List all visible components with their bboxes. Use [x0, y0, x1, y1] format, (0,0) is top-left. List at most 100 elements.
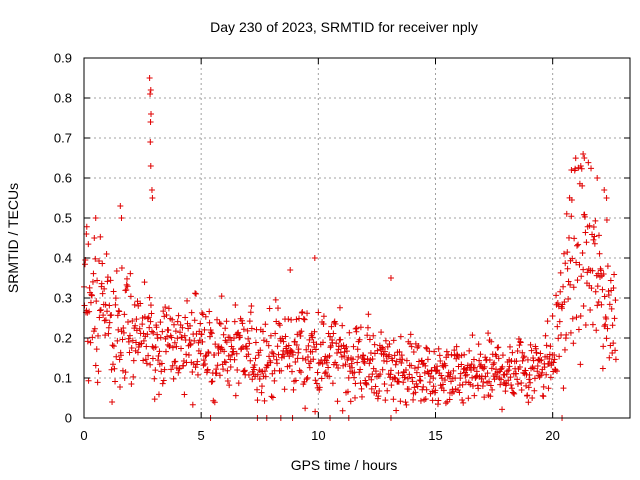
data-point: [392, 375, 399, 382]
data-point: [303, 376, 310, 383]
data-point: [353, 325, 360, 332]
data-point: [208, 330, 215, 337]
data-point: [226, 334, 233, 341]
data-point: [583, 239, 590, 246]
data-point: [101, 285, 108, 292]
data-point: [129, 317, 136, 324]
data-point: [432, 387, 439, 394]
data-point: [413, 369, 420, 376]
data-point: [495, 355, 502, 362]
data-point: [191, 337, 198, 344]
data-point: [327, 333, 334, 340]
data-point: [382, 337, 389, 344]
data-point: [109, 342, 116, 349]
data-point-spike: [118, 215, 125, 221]
data-point: [514, 381, 521, 388]
data-point: [370, 332, 377, 339]
data-point-spike: [148, 111, 155, 117]
data-point: [97, 307, 104, 314]
data-point: [281, 353, 288, 360]
data-point: [468, 361, 475, 368]
data-point: [108, 311, 115, 318]
data-point: [357, 380, 364, 387]
data-point: [151, 396, 158, 403]
data-point: [178, 345, 185, 352]
data-point: [293, 341, 300, 348]
data-point: [306, 336, 313, 343]
data-point: [476, 357, 483, 364]
data-point: [166, 343, 173, 350]
data-point: [176, 365, 183, 372]
data-point: [244, 345, 251, 352]
data-point: [271, 377, 278, 384]
data-point: [254, 371, 261, 378]
data-point: [140, 337, 147, 344]
data-point: [110, 343, 117, 350]
data-point: [607, 277, 614, 284]
data-point: [605, 292, 612, 299]
data-point: [384, 387, 391, 394]
data-point: [315, 309, 322, 316]
data-point: [514, 376, 521, 383]
data-point: [381, 381, 388, 388]
data-point: [577, 313, 584, 320]
data-point: [442, 362, 449, 369]
data-point: [543, 342, 550, 349]
data-point: [367, 349, 374, 356]
data-point: [407, 331, 414, 338]
data-point: [109, 361, 116, 368]
data-point: [158, 368, 165, 375]
data-point-spike: [581, 155, 588, 161]
data-point: [87, 339, 94, 346]
data-point: [294, 355, 301, 362]
data-point: [352, 394, 358, 401]
data-point: [578, 165, 585, 172]
data-point: [326, 373, 333, 380]
data-point: [291, 338, 298, 345]
data-point: [498, 376, 505, 383]
data-point: [423, 344, 430, 351]
data-point: [431, 364, 438, 371]
data-point: [204, 366, 211, 373]
data-point: [603, 315, 610, 322]
data-point: [358, 393, 365, 400]
data-point: [158, 360, 165, 367]
data-point: [194, 358, 201, 365]
data-point: [603, 217, 610, 224]
data-point: [147, 302, 154, 309]
data-point: [313, 380, 320, 387]
data-point-spike: [594, 175, 601, 181]
data-point: [147, 318, 154, 325]
data-point: [526, 372, 533, 379]
data-point: [567, 281, 574, 288]
data-point: [400, 379, 407, 386]
data-point: [451, 347, 458, 354]
data-point: [455, 387, 462, 394]
data-point: [540, 393, 547, 400]
data-point: [274, 305, 281, 312]
data-point: [306, 364, 313, 371]
data-point: [124, 275, 131, 282]
data-point: [529, 364, 536, 371]
data-point: [459, 396, 466, 403]
data-point: [117, 384, 124, 391]
data-point: [255, 352, 262, 359]
data-point: [488, 365, 495, 372]
data-point: [223, 318, 230, 325]
data-point: [319, 360, 326, 367]
data-point: [205, 349, 212, 356]
data-point: [332, 320, 339, 327]
data-point: [110, 288, 117, 295]
data-point: [392, 361, 399, 368]
data-point: [106, 302, 113, 309]
data-point: [519, 349, 526, 356]
data-point: [612, 356, 619, 363]
data-point: [155, 353, 162, 360]
data-point: [411, 365, 418, 372]
data-point: [435, 397, 442, 404]
data-point: [201, 361, 208, 368]
data-point: [88, 291, 95, 298]
data-point: [318, 375, 325, 382]
data-point: [532, 345, 539, 352]
data-point: [213, 370, 220, 377]
